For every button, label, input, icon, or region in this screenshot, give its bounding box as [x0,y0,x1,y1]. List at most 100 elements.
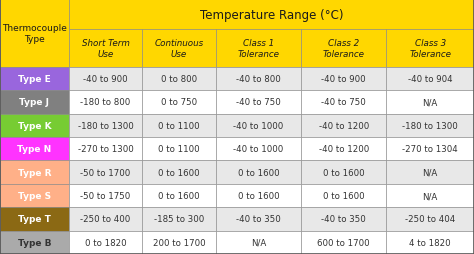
Text: -180 to 1300: -180 to 1300 [78,121,133,130]
Text: 0 to 1600: 0 to 1600 [323,191,365,200]
Bar [386,184,474,207]
Bar [386,30,474,68]
Bar [386,68,474,91]
Text: Type R: Type R [18,168,51,177]
Bar [386,91,474,114]
Bar [142,68,216,91]
Bar [301,68,386,91]
Text: -40 to 800: -40 to 800 [236,75,281,84]
Text: Type S: Type S [18,191,51,200]
Bar [142,114,216,137]
Bar [0,68,69,91]
Text: N/A: N/A [251,238,266,247]
Bar [301,231,386,254]
Text: -40 to 1200: -40 to 1200 [319,145,369,154]
Text: -270 to 1300: -270 to 1300 [78,145,133,154]
Bar [216,207,301,231]
Text: 0 to 1600: 0 to 1600 [158,191,200,200]
Text: 600 to 1700: 600 to 1700 [317,238,370,247]
Bar [69,137,142,161]
Text: -185 to 300: -185 to 300 [154,215,204,224]
Text: Type J: Type J [19,98,49,107]
Bar [386,207,474,231]
Text: 4 to 1820: 4 to 1820 [410,238,451,247]
Text: -40 to 750: -40 to 750 [321,98,366,107]
Bar [142,161,216,184]
Bar [301,161,386,184]
Text: Type E: Type E [18,75,51,84]
Text: Class 2
Tolerance: Class 2 Tolerance [323,39,365,58]
Text: -40 to 350: -40 to 350 [321,215,366,224]
Text: -270 to 1304: -270 to 1304 [402,145,458,154]
Bar [301,30,386,68]
Text: 0 to 1100: 0 to 1100 [158,145,200,154]
Text: 0 to 750: 0 to 750 [161,98,197,107]
Text: Continuous
Use: Continuous Use [155,39,203,58]
Bar [216,30,301,68]
Text: 0 to 1600: 0 to 1600 [237,191,279,200]
Bar [301,114,386,137]
Bar [142,137,216,161]
Text: -250 to 404: -250 to 404 [405,215,456,224]
Bar [216,91,301,114]
Bar [216,137,301,161]
Text: -40 to 750: -40 to 750 [236,98,281,107]
Bar [0,91,69,114]
Bar [142,91,216,114]
Text: -40 to 1000: -40 to 1000 [233,145,283,154]
Text: 0 to 1600: 0 to 1600 [158,168,200,177]
Bar [216,184,301,207]
Bar [386,161,474,184]
Text: 0 to 800: 0 to 800 [161,75,197,84]
Bar [0,114,69,137]
Bar [142,231,216,254]
Text: 0 to 1100: 0 to 1100 [158,121,200,130]
Bar [69,91,142,114]
Text: N/A: N/A [422,191,438,200]
Bar [301,207,386,231]
Text: -40 to 900: -40 to 900 [321,75,366,84]
Text: -180 to 1300: -180 to 1300 [402,121,458,130]
Text: -180 to 800: -180 to 800 [80,98,131,107]
Text: Short Term
Use: Short Term Use [82,39,129,58]
Text: 0 to 1600: 0 to 1600 [237,168,279,177]
Text: -40 to 900: -40 to 900 [83,75,128,84]
Text: Class 1
Tolerance: Class 1 Tolerance [237,39,279,58]
Bar [69,184,142,207]
Text: -40 to 1000: -40 to 1000 [233,121,283,130]
Bar [301,184,386,207]
Bar [216,161,301,184]
Bar [69,0,474,30]
Text: Type B: Type B [18,238,51,247]
Text: N/A: N/A [422,98,438,107]
Bar [69,161,142,184]
Bar [301,91,386,114]
Text: -250 to 400: -250 to 400 [80,215,131,224]
Text: Class 3
Tolerance: Class 3 Tolerance [409,39,451,58]
Text: -40 to 1200: -40 to 1200 [319,121,369,130]
Bar [142,30,216,68]
Text: N/A: N/A [422,168,438,177]
Bar [0,207,69,231]
Bar [69,231,142,254]
Bar [69,30,142,68]
Text: Type K: Type K [18,121,51,130]
Text: -50 to 1700: -50 to 1700 [80,168,131,177]
Text: Type N: Type N [17,145,52,154]
Bar [142,184,216,207]
Bar [0,161,69,184]
Bar [0,137,69,161]
Bar [142,207,216,231]
Text: -40 to 350: -40 to 350 [236,215,281,224]
Bar [216,68,301,91]
Bar [69,207,142,231]
Bar [0,184,69,207]
Bar [386,137,474,161]
Bar [216,231,301,254]
Bar [386,231,474,254]
Bar [386,114,474,137]
Text: 200 to 1700: 200 to 1700 [153,238,205,247]
Bar [69,68,142,91]
Bar [69,114,142,137]
Bar [216,114,301,137]
